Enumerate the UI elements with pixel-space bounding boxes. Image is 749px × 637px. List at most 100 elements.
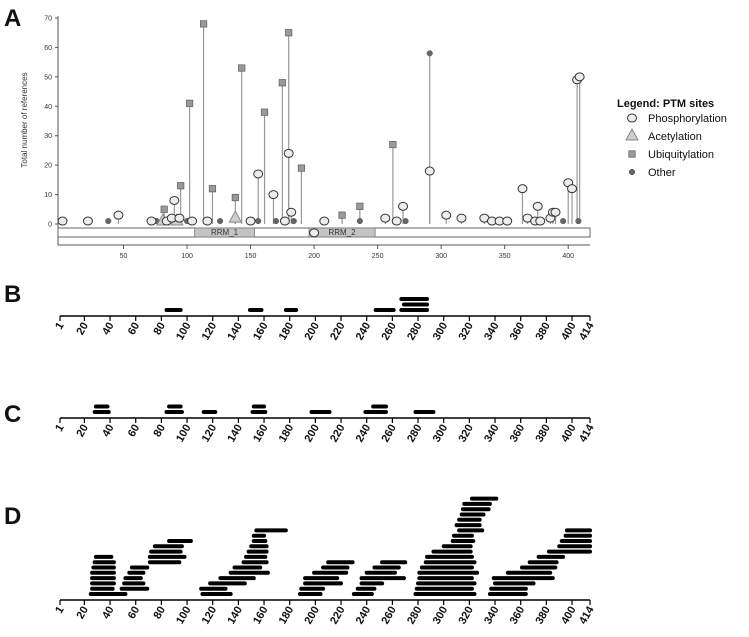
x-tick-label: 400 xyxy=(562,253,574,260)
x-tick-label: 20 xyxy=(74,605,91,622)
other-site-marker xyxy=(402,218,409,225)
x-tick-label: 380 xyxy=(533,321,553,343)
phosphorylation-site-marker xyxy=(574,72,585,82)
x-tick-label: 40 xyxy=(100,321,117,338)
other-site-marker xyxy=(290,218,297,225)
x-tick-label: 400 xyxy=(559,605,579,627)
panel-a-lollipop-chart: 0 10 20 30 40 50 60 70 Total number of reference… xyxy=(20,16,591,260)
panel-label-b: B xyxy=(4,281,21,308)
x-tick-label: 300 xyxy=(431,605,451,627)
x-tick-label: 20 xyxy=(74,321,91,338)
legend-item-label: Phosphorylation xyxy=(648,113,727,125)
x-tick-label: 80 xyxy=(151,321,168,338)
x-tick-label: 400 xyxy=(559,321,579,343)
domain-box xyxy=(308,227,376,238)
x-tick-label: 100 xyxy=(174,321,194,343)
phosphorylation-site-marker xyxy=(441,210,452,220)
other-site-marker xyxy=(255,218,262,225)
x-tick-label: 320 xyxy=(456,321,476,343)
x-tick-label: 140 xyxy=(225,321,245,343)
ubiquitylation-site-marker xyxy=(199,20,208,28)
x-tick-label: 300 xyxy=(431,423,451,445)
ubiquitylation-site-marker xyxy=(297,164,306,172)
phosphorylation-site-marker xyxy=(567,184,578,194)
ubiquitylation-site-marker xyxy=(238,64,246,72)
phosphorylation-site-marker xyxy=(309,228,320,238)
domain-label: RRM_2 xyxy=(328,228,356,237)
ptm-legend: Legend: PTM sites Phosphorylation Acetyla… xyxy=(617,98,727,179)
phosphorylation-site-marker xyxy=(550,207,561,217)
x-tick-label: 240 xyxy=(354,321,374,343)
domain-label: RRM_1 xyxy=(211,228,239,237)
phosphorylation-site-marker xyxy=(169,195,180,205)
x-tick-label: 180 xyxy=(277,423,297,445)
x-tick-label: 1 xyxy=(53,321,66,332)
x-tick-label: 250 xyxy=(372,253,384,260)
y-tick-label: 0 xyxy=(48,222,52,229)
x-tick-label: 300 xyxy=(435,253,447,260)
other-site-marker xyxy=(105,218,112,225)
x-tick-label: 60 xyxy=(126,605,143,622)
x-tick-label: 260 xyxy=(379,423,399,445)
ubiquitylation-site-marker xyxy=(356,202,364,210)
x-tick-label: 1 xyxy=(53,605,66,616)
y-tick-label: 50 xyxy=(44,74,52,81)
phosphorylation-site-marker xyxy=(535,216,546,226)
x-tick-label: 340 xyxy=(482,423,502,445)
phosphorylation-site-marker xyxy=(424,166,435,176)
x-tick-label: 140 xyxy=(225,605,245,627)
legend-other-marker xyxy=(628,168,636,176)
x-tick-label: 140 xyxy=(225,423,245,445)
legend-phosphorylation-marker xyxy=(627,113,637,123)
phosphorylation-site-marker xyxy=(82,216,93,226)
x-tick-label: 360 xyxy=(508,423,528,445)
x-tick-label: 340 xyxy=(482,605,502,627)
phosphorylation-site-marker xyxy=(517,184,528,194)
phosphorylation-site-marker xyxy=(283,148,294,158)
x-tick-label: 1 xyxy=(53,423,66,434)
x-tick-label: 360 xyxy=(508,605,528,627)
ubiquitylation-site-marker xyxy=(285,29,293,37)
x-tick-label: 80 xyxy=(151,423,168,440)
x-tick-label: 240 xyxy=(354,423,374,445)
x-tick-label: 240 xyxy=(354,605,374,627)
x-tick-label: 160 xyxy=(251,423,271,445)
ubiquitylation-site-marker xyxy=(185,99,194,107)
x-tick-label: 150 xyxy=(245,253,257,260)
acetylation-site-marker xyxy=(228,210,243,223)
y-axis-label: Total number of references xyxy=(20,72,29,167)
y-tick-label: 60 xyxy=(44,45,52,52)
x-tick-label: 50 xyxy=(120,253,128,260)
x-tick-label: 260 xyxy=(379,605,399,627)
y-tick-label: 20 xyxy=(44,163,52,170)
x-tick-label: 380 xyxy=(533,423,553,445)
phosphorylation-site-marker xyxy=(57,216,68,226)
x-tick-label: 100 xyxy=(174,605,194,627)
phosphorylation-site-marker xyxy=(279,216,290,226)
x-tick-label: 200 xyxy=(302,605,322,627)
x-tick-label: 200 xyxy=(302,423,322,445)
x-tick-label: 280 xyxy=(405,605,425,627)
ubiquitylation-site-marker xyxy=(177,182,185,190)
x-tick-label: 260 xyxy=(379,321,399,343)
other-site-marker xyxy=(575,218,582,225)
ubiquitylation-site-marker xyxy=(160,205,168,213)
phosphorylation-site-marker xyxy=(245,216,256,226)
x-tick-label: 80 xyxy=(151,605,168,622)
x-tick-label: 400 xyxy=(559,423,579,445)
legend-item-label: Acetylation xyxy=(648,131,702,143)
other-site-marker xyxy=(560,218,567,225)
x-tick-label: 200 xyxy=(302,321,322,343)
phosphorylation-site-marker xyxy=(113,210,124,220)
domain-box xyxy=(194,227,255,238)
legend-item-label: Other xyxy=(648,167,676,179)
x-tick-label: 280 xyxy=(405,423,425,445)
ubiquitylation-site-marker xyxy=(389,140,397,149)
legend-item-label: Ubiquitylation xyxy=(648,149,714,161)
panel-label-a: A xyxy=(4,5,21,32)
x-tick-label: 180 xyxy=(277,605,297,627)
phosphorylation-site-marker xyxy=(286,207,297,217)
x-tick-label: 60 xyxy=(126,321,143,338)
other-site-marker xyxy=(426,50,433,57)
x-tick-label: 300 xyxy=(431,321,451,343)
